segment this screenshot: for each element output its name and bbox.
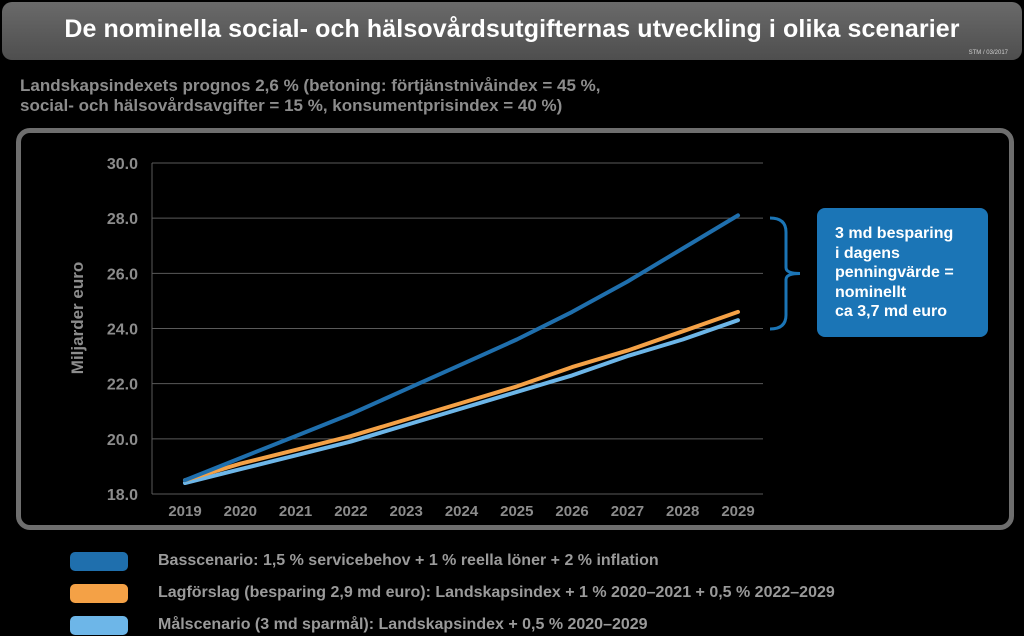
- source-note: STM / 03/2017: [968, 50, 1008, 56]
- legend-label: Lagförslag (besparing 2,9 md euro): Land…: [158, 584, 835, 601]
- y-tick-label: 18.0: [107, 487, 138, 504]
- y-tick-label: 22.0: [107, 377, 138, 394]
- y-tick-label: 26.0: [107, 266, 138, 283]
- brace-bracket: [769, 216, 801, 331]
- x-tick-label: 2021: [279, 503, 312, 520]
- x-tick-label: 2028: [666, 503, 699, 520]
- x-tick-label: 2029: [721, 503, 754, 520]
- legend-swatch: [70, 584, 128, 603]
- callout-line: 3 md besparing: [835, 225, 954, 242]
- x-tick-label: 2027: [611, 503, 644, 520]
- x-tick-label: 2019: [168, 503, 201, 520]
- savings-callout: 3 md besparing i dagens penningvärde = n…: [817, 208, 988, 337]
- chart-title: De nominella social- och hälsovårdsutgif…: [64, 15, 960, 43]
- subtitle-line: Landskapsindexets prognos 2,6 % (betonin…: [20, 76, 601, 95]
- callout-line: i dagens: [835, 244, 900, 262]
- chart-frame: [16, 128, 1014, 530]
- legend-swatch: [70, 616, 128, 635]
- x-tick-label: 2025: [500, 503, 533, 520]
- x-tick-label: 2020: [224, 503, 257, 520]
- series-line: [183, 309, 740, 483]
- y-tick-label: 24.0: [107, 322, 138, 339]
- callout-line: nominellt: [835, 283, 907, 301]
- subtitle: Landskapsindexets prognos 2,6 % (betonin…: [20, 76, 600, 116]
- y-axis-label: Miljarder euro: [68, 262, 87, 374]
- series-line: [183, 213, 740, 483]
- title-bar: De nominella social- och hälsovårdsutgif…: [2, 2, 1022, 60]
- legend-swatch: [70, 552, 128, 571]
- y-tick-label: 30.0: [107, 156, 138, 173]
- series-line: [183, 318, 740, 485]
- x-tick-label: 2022: [334, 503, 367, 520]
- x-tick-label: 2024: [445, 503, 479, 520]
- x-tick-label: 2026: [555, 503, 588, 520]
- subtitle-line: social- och hälsovårdsavgifter = 15 %, k…: [20, 96, 563, 115]
- y-tick-label: 20.0: [107, 432, 138, 449]
- legend-label: Basscenario: 1,5 % servicebehov + 1 % re…: [158, 552, 659, 569]
- legend-label: Målscenario (3 md sparmål): Landskapsind…: [158, 616, 648, 633]
- y-tick-label: 28.0: [107, 211, 138, 228]
- callout-line: penningvärde =: [835, 264, 954, 281]
- callout-line: ca 3,7 md euro: [835, 303, 948, 320]
- x-tick-label: 2023: [390, 503, 423, 520]
